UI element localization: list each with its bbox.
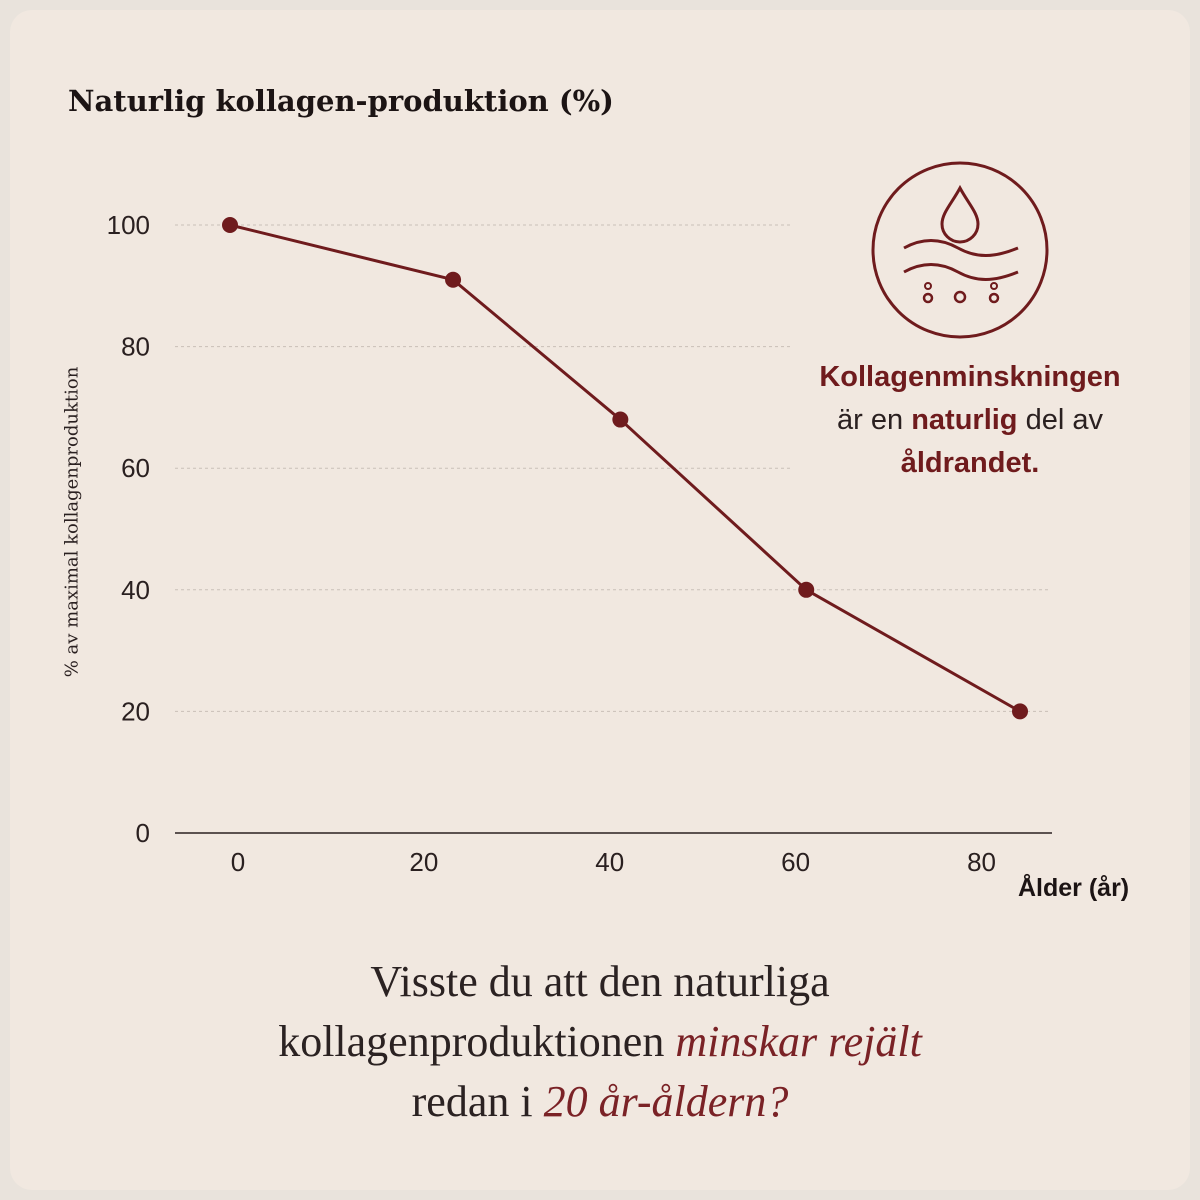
- data-point-2: [612, 411, 629, 428]
- x-tick-label-80: 80: [967, 847, 996, 877]
- x-tick-label-40: 40: [595, 847, 624, 877]
- series: [222, 217, 1028, 720]
- caption-line-1: Visste du att den naturliga: [370, 957, 830, 1006]
- side-note-highlight-1: Kollagenminskningen: [819, 361, 1121, 393]
- tick-labels: 0 20 40 60 80 100 0 20 40 60 80: [107, 210, 996, 877]
- y-tick-label-100: 100: [107, 210, 150, 240]
- side-note-text-1: är en: [837, 404, 912, 436]
- data-point-4: [1012, 703, 1028, 720]
- side-note: Kollagenminskningen är en naturlig del a…: [790, 356, 1150, 485]
- y-tick-label-80: 80: [121, 332, 150, 362]
- caption-emphasis-1: minskar rejält: [675, 1017, 922, 1066]
- y-tick-label-60: 60: [121, 453, 150, 483]
- caption-line-3a: redan i: [411, 1077, 544, 1126]
- x-tick-label-60: 60: [781, 847, 810, 877]
- data-point-1: [445, 271, 462, 288]
- caption-line-2a: kollagenproduktionen: [278, 1017, 676, 1066]
- caption-emphasis-2: 20 år-åldern?: [543, 1077, 789, 1126]
- y-tick-label-20: 20: [121, 696, 150, 726]
- side-note-text-2: del av: [1017, 404, 1103, 436]
- collagen-drop-skin-icon: [871, 161, 1049, 339]
- data-point-0: [222, 217, 238, 233]
- chart-title: Naturlig kollagen-produktion (%): [68, 84, 614, 118]
- x-tick-label-0: 0: [231, 847, 245, 877]
- card-background: [10, 10, 1190, 1190]
- data-point-3: [798, 581, 815, 598]
- side-note-highlight-2: naturlig: [911, 404, 1018, 436]
- x-tick-label-20: 20: [409, 847, 438, 877]
- grid-lines: [175, 224, 1050, 712]
- caption: Visste du att den naturliga kollagenprod…: [100, 952, 1100, 1132]
- x-axis-label: Ålder (år): [1018, 874, 1130, 902]
- y-tick-label-40: 40: [121, 575, 150, 605]
- side-note-highlight-3: åldrandet.: [900, 447, 1040, 479]
- y-tick-label-0: 0: [136, 818, 150, 848]
